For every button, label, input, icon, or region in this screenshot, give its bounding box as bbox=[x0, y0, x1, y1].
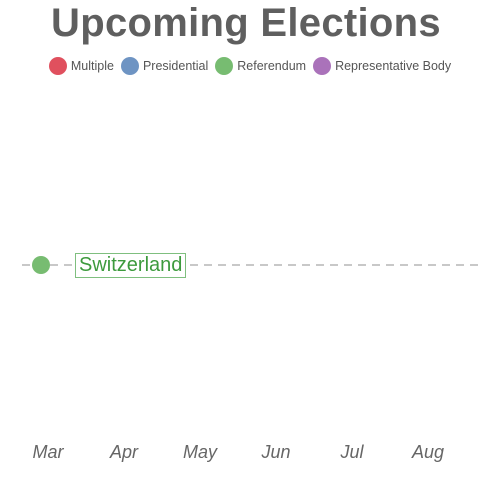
month-label-aug: Aug bbox=[411, 442, 445, 462]
legend-item-representative-body[interactable]: Representative Body bbox=[313, 57, 451, 75]
month-label-jul: Jul bbox=[340, 442, 364, 462]
event-marker-switzerland[interactable] bbox=[32, 256, 50, 274]
legend-label-representative-body: Representative Body bbox=[335, 59, 452, 73]
event-label-switzerland[interactable]: Switzerland bbox=[75, 253, 187, 278]
legend-label-multiple: Multiple bbox=[70, 59, 114, 73]
month-label-mar: Mar bbox=[32, 442, 64, 462]
legend-item-multiple[interactable]: Multiple bbox=[48, 57, 114, 75]
legend-dot-referendum-icon bbox=[215, 57, 234, 75]
legend-label-referendum: Referendum bbox=[237, 59, 307, 73]
legend-dot-multiple-icon bbox=[48, 57, 67, 75]
month-label-jun: Jun bbox=[261, 442, 291, 462]
legend: Multiple Presidential Referendum Represe… bbox=[0, 57, 480, 75]
legend-item-referendum[interactable]: Referendum bbox=[215, 57, 306, 75]
page-title: Upcoming Elections bbox=[51, 1, 441, 45]
legend-dot-representative-body-icon bbox=[313, 57, 332, 75]
legend-dot-presidential-icon bbox=[120, 57, 139, 75]
legend-item-presidential[interactable]: Presidential bbox=[120, 57, 209, 75]
month-label-apr: Apr bbox=[109, 442, 139, 462]
legend-label-presidential: Presidential bbox=[142, 59, 209, 73]
month-label-may: May bbox=[182, 442, 218, 462]
